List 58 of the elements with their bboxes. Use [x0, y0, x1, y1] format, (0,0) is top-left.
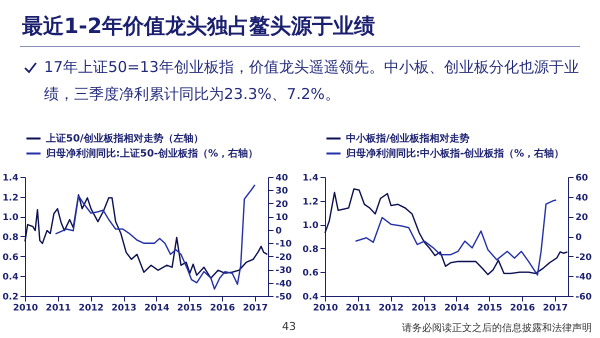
x-tick-label: 2011 — [46, 304, 71, 314]
y-tick-label: 0.2 — [2, 292, 18, 302]
x-tick-label: 2010 — [312, 304, 338, 314]
y2-tick-label: -50 — [276, 292, 292, 302]
legend-label: 上证50/创业板指相对走势（左轴） — [45, 132, 204, 144]
x-tick-label: 2016 — [510, 304, 536, 314]
x-tick-label: 2014 — [144, 304, 170, 314]
y-tick-label: 0.4 — [2, 272, 18, 283]
y2-tick-label: 30 — [276, 186, 288, 197]
y-tick-label: 0.8 — [302, 244, 318, 255]
x-tick-label: 2013 — [111, 304, 137, 314]
text: 17年上证50=13年创业板指，价值龙头遥遥领先。中小板、创业板分化也源于业绩，三季度净利累计同比为23.3%、7.2%。 — [44, 57, 580, 105]
legend-label: 中小板指/创业板指相对走势 — [346, 132, 470, 144]
x-tick-label: 2011 — [346, 304, 371, 314]
x-tick-label: 2012 — [378, 304, 404, 314]
y2-tick-label: 20 — [276, 200, 288, 210]
y2-tick-label: 20 — [576, 213, 588, 224]
line-series — [54, 184, 256, 290]
x-tick-label: 2013 — [411, 304, 437, 314]
line-series — [324, 188, 568, 276]
line-series — [354, 199, 557, 276]
line-series — [24, 194, 268, 279]
text: 最近1-2年价值龙头独占鳌头源于业绩 — [22, 13, 375, 40]
y-tick-label: 0.8 — [2, 233, 18, 243]
y2-tick-label: -30 — [276, 266, 292, 276]
y-tick-label: 0.6 — [302, 268, 318, 279]
x-tick-label: 2014 — [444, 304, 470, 314]
y2-tick-label: -10 — [276, 240, 292, 250]
x-tick-label: 2012 — [78, 304, 104, 314]
y2-tick-label: -20 — [276, 252, 292, 263]
y-tick-label: 1.0 — [2, 213, 18, 224]
y2-tick-label: 40 — [276, 174, 288, 184]
x-tick-label: 2017 — [242, 304, 268, 314]
y-tick-label: 1.4 — [2, 174, 18, 184]
y2-tick-label: 40 — [576, 193, 588, 204]
y2-tick-label: 10 — [276, 213, 288, 224]
x-tick-label: 2015 — [477, 304, 502, 314]
text: 请务必阅读正文之后的信息披露和法律声明 — [402, 322, 592, 335]
legend-label: 归母净利润同比:上证50-创业板指（%，右轴） — [45, 148, 258, 160]
x-tick-label: 2010 — [12, 304, 38, 314]
y2-tick-label: 0 — [276, 226, 282, 236]
x-tick-label: 2015 — [177, 304, 202, 314]
x-tick-label: 2016 — [210, 304, 236, 314]
y-tick-label: 1.2 — [302, 197, 318, 208]
text: 43 — [282, 320, 296, 333]
y-tick-label: 1.2 — [2, 193, 18, 204]
x-tick-label: 2017 — [542, 304, 568, 314]
y2-tick-label: 60 — [576, 174, 588, 184]
y2-tick-label: -20 — [576, 252, 592, 263]
legend-label: 归母净利润同比:中小板指-创业板指（%，右轴） — [345, 148, 564, 160]
y2-tick-label: -60 — [576, 292, 592, 302]
y2-tick-label: -40 — [276, 279, 292, 290]
y2-tick-label: 0 — [576, 233, 582, 243]
y2-tick-label: -40 — [576, 272, 592, 283]
y-tick-label: 0.4 — [302, 292, 318, 302]
y-tick-label: 1.4 — [302, 174, 318, 184]
y-tick-label: 0.6 — [2, 252, 18, 263]
y-tick-label: 1.0 — [302, 221, 318, 232]
